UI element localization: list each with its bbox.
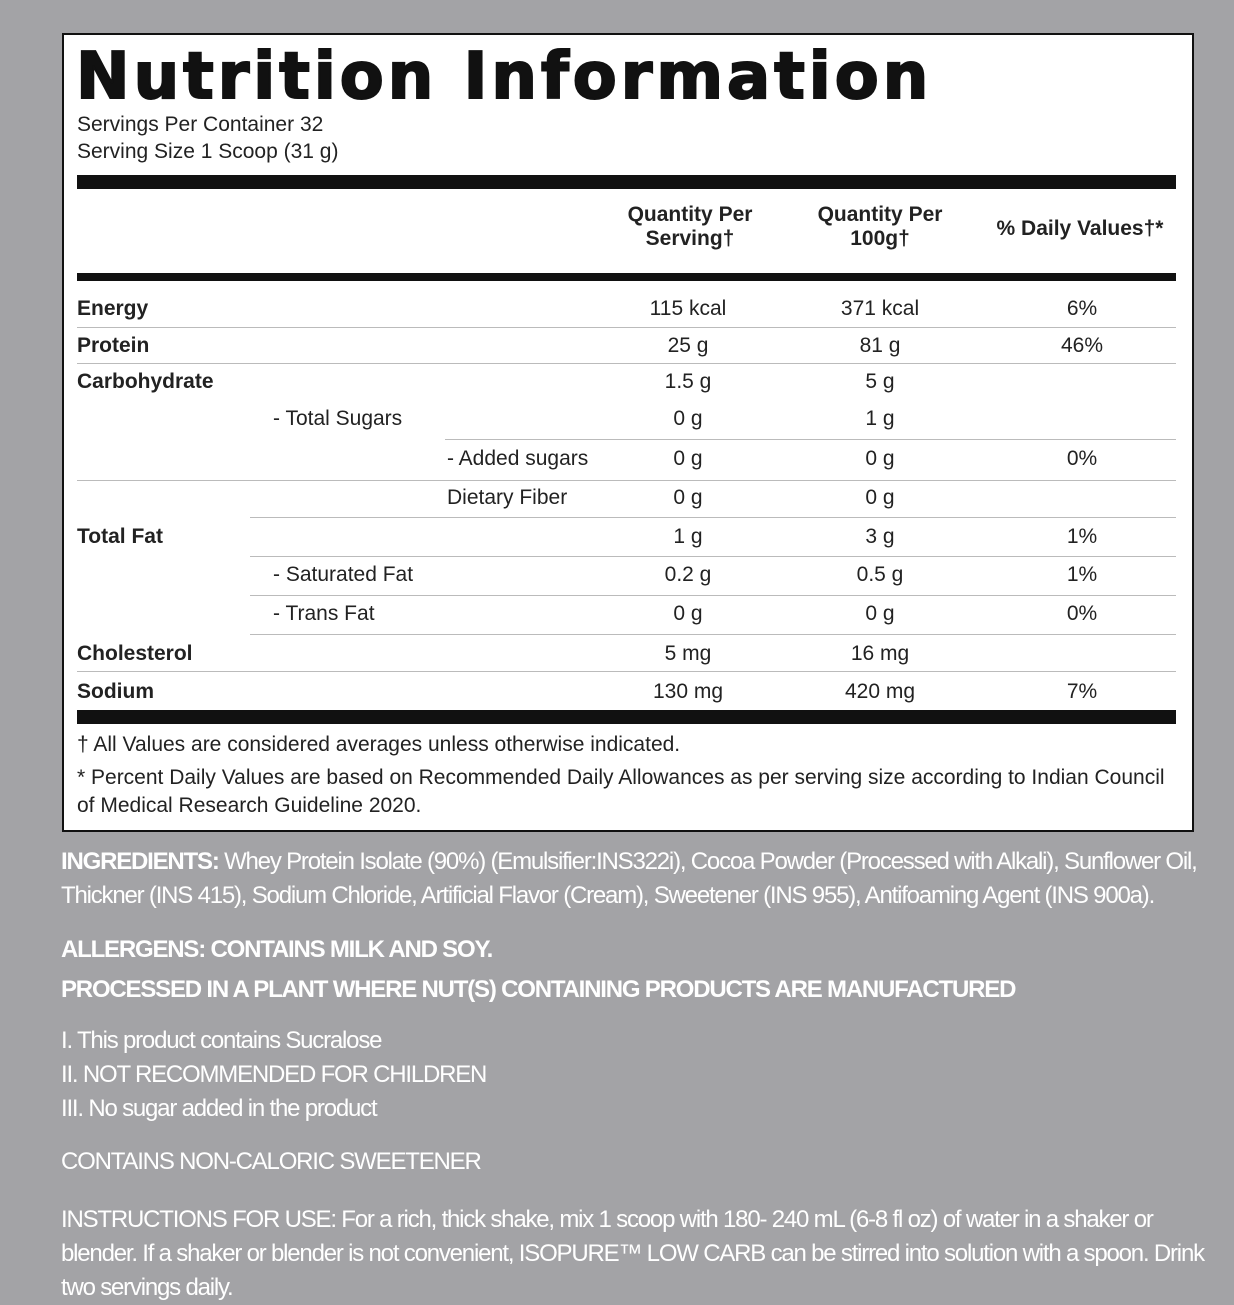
thick-bar xyxy=(77,273,1176,281)
ingredients: INGREDIENTS: Whey Protein Isolate (90%) … xyxy=(61,845,1211,913)
nutrient-label: Total Fat xyxy=(77,525,163,548)
nutrient-label: Protein xyxy=(77,334,150,357)
nutrient-value: 0.2 g xyxy=(664,563,712,586)
ingredients-label: INGREDIENTS: xyxy=(61,848,220,875)
nutrient-value: 0 g xyxy=(865,447,895,470)
sub-nutrient-label: - Added sugars xyxy=(447,447,589,470)
nutrient-value: 3 g xyxy=(865,525,895,548)
nutrient-value: 371 kcal xyxy=(840,297,920,320)
nutrition-panel xyxy=(62,33,1194,832)
column-header: Quantity Per Serving† xyxy=(627,203,753,250)
allergens: ALLERGENS: CONTAINS MILK AND SOY. xyxy=(61,936,493,963)
row-divider xyxy=(250,595,1176,596)
nutrient-label: Energy xyxy=(77,297,149,320)
footnote: † All Values are considered averages unl… xyxy=(77,733,681,756)
column-header: Quantity Per 100g† xyxy=(817,203,943,250)
nutrient-value: 0 g xyxy=(673,602,703,625)
sub-nutrient-label: - Total Sugars xyxy=(273,407,403,430)
nutrient-value: 1% xyxy=(1066,525,1098,548)
nutrient-value: 0 g xyxy=(673,486,703,509)
nutrient-value: 0 g xyxy=(673,447,703,470)
nutrient-value: 25 g xyxy=(667,334,709,357)
nutrient-value: 5 mg xyxy=(664,642,712,665)
nutrient-value: 0% xyxy=(1066,602,1098,625)
nutrient-label: Cholesterol xyxy=(77,642,193,665)
sub-nutrient-label: - Saturated Fat xyxy=(273,563,414,586)
allergens: PROCESSED IN A PLANT WHERE NUT(S) CONTAI… xyxy=(61,976,1016,1003)
servings: Servings Per Container 32 xyxy=(77,113,324,136)
nutrient-value: 0.5 g xyxy=(856,563,904,586)
servings: Serving Size 1 Scoop (31 g) xyxy=(77,140,339,163)
nutrient-value: 0 g xyxy=(673,407,703,430)
nutrient-value: 7% xyxy=(1066,680,1098,703)
nutrient-value: 0 g xyxy=(865,602,895,625)
sub-nutrient-label: - Trans Fat xyxy=(273,602,375,625)
nutrient-value: 16 mg xyxy=(850,642,910,665)
footnote: * Percent Daily Values are based on Reco… xyxy=(77,766,1165,817)
row-divider xyxy=(250,634,1176,635)
row-divider xyxy=(250,556,1176,557)
nutrient-value: 1 g xyxy=(865,407,895,430)
note: I. This product contains Sucralose xyxy=(61,1027,382,1054)
thick-bar xyxy=(77,710,1176,724)
row-divider xyxy=(445,439,1176,440)
row-divider xyxy=(77,363,1176,364)
thick-bar xyxy=(77,175,1176,189)
note: II. NOT RECOMMENDED FOR CHILDREN xyxy=(61,1061,487,1088)
column-header: % Daily Values†* xyxy=(996,217,1164,240)
nutrient-value: 81 g xyxy=(859,334,901,357)
nutrient-value: 6% xyxy=(1066,297,1098,320)
nutrient-value: 1% xyxy=(1066,563,1098,586)
row-divider xyxy=(77,327,1176,328)
nutrient-label: Carbohydrate xyxy=(77,370,214,393)
nutrient-value: 1 g xyxy=(673,525,703,548)
title: Nutrition Information xyxy=(75,39,933,115)
sub-nutrient-label: Dietary Fiber xyxy=(447,486,568,509)
nutrient-value: 420 mg xyxy=(844,680,916,703)
nutrient-value: 1.5 g xyxy=(664,370,712,393)
sweetener-note: CONTAINS NON-CALORIC SWEETENER xyxy=(61,1148,482,1175)
nutrient-value: 0 g xyxy=(865,486,895,509)
nutrient-value: 0% xyxy=(1066,447,1098,470)
row-divider xyxy=(77,480,1176,481)
nutrient-label: Sodium xyxy=(77,680,154,703)
nutrient-value: 115 kcal xyxy=(649,297,727,320)
ingredients-text: Whey Protein Isolate (90%) (Emulsifier:I… xyxy=(61,848,1198,909)
instructions: INSTRUCTIONS FOR USE: For a rich, thick … xyxy=(61,1206,1205,1301)
nutrient-value: 46% xyxy=(1060,334,1104,357)
nutrient-value: 130 mg xyxy=(652,680,724,703)
nutrient-value: 5 g xyxy=(865,370,895,393)
row-divider xyxy=(250,517,1176,518)
note: III. No sugar added in the product xyxy=(61,1095,378,1122)
row-divider xyxy=(77,671,1176,672)
